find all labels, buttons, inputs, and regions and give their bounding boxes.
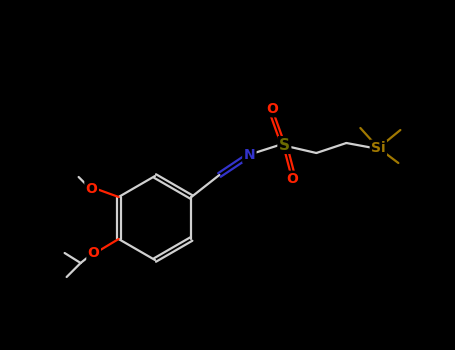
Text: N: N [243,148,255,162]
Text: O: O [86,182,97,196]
Text: S: S [279,138,290,153]
Text: O: O [88,246,100,260]
Text: Si: Si [371,141,386,155]
Text: O: O [287,172,298,186]
Text: O: O [267,102,278,116]
